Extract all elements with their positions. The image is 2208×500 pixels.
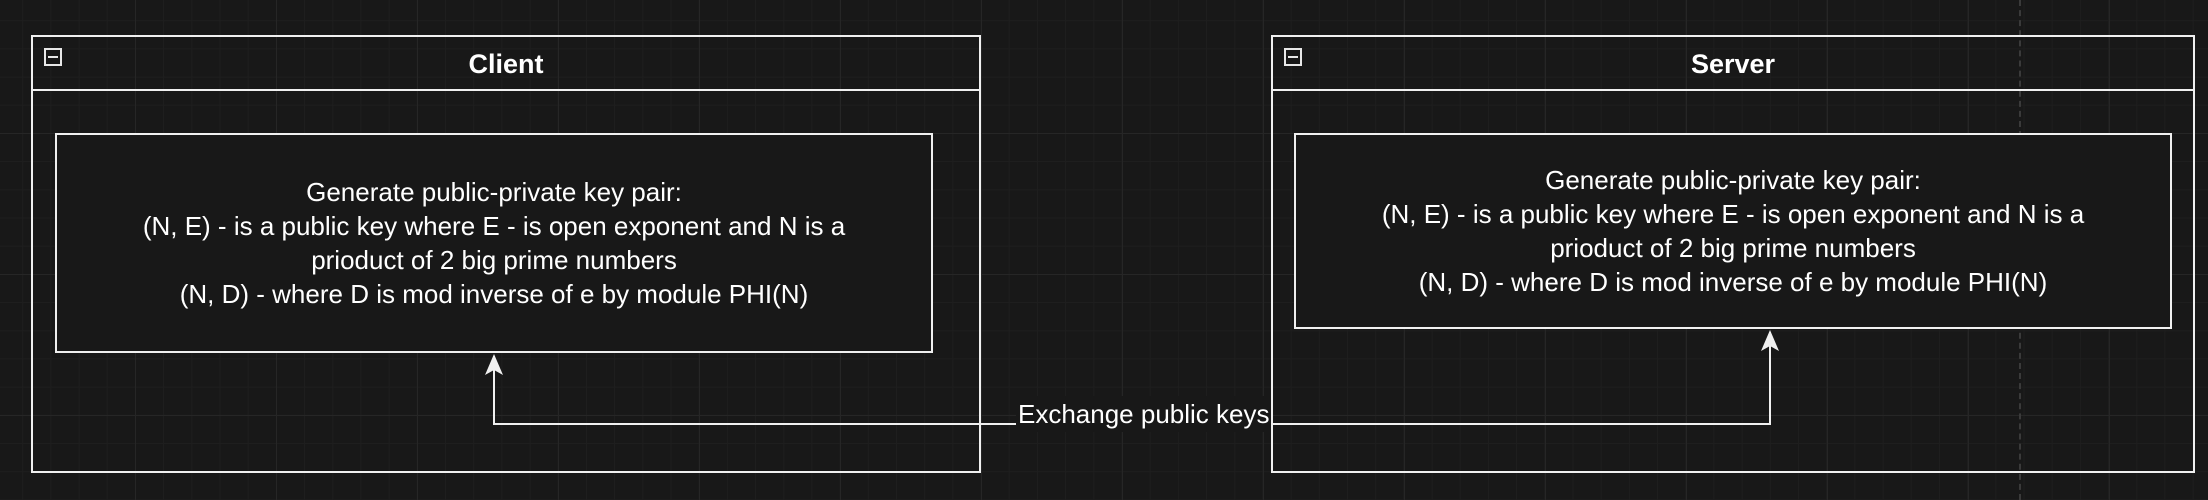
server-keygen-box[interactable]: Generate public-private key pair: (N, E)… bbox=[1294, 133, 2172, 329]
client-box-line: prioduct of 2 big prime numbers bbox=[311, 245, 677, 275]
client-keygen-box[interactable]: Generate public-private key pair: (N, E)… bbox=[55, 133, 933, 353]
client-container-header[interactable]: Client bbox=[33, 37, 979, 91]
client-container[interactable]: Client bbox=[31, 35, 981, 473]
server-container[interactable]: Server bbox=[1271, 35, 2195, 473]
client-box-line: (N, D) - where D is mod inverse of e by … bbox=[179, 279, 809, 309]
server-box-line: (N, D) - where D is mod inverse of e by … bbox=[1418, 267, 2048, 297]
server-title: Server bbox=[1690, 49, 1776, 79]
exchange-edge-label[interactable]: Exchange public keys bbox=[1016, 396, 1272, 432]
client-box-line: Generate public-private key pair: bbox=[306, 177, 682, 207]
client-box-line: (N, E) - is a public key where E - is op… bbox=[142, 211, 846, 241]
server-box-line: (N, E) - is a public key where E - is op… bbox=[1381, 199, 2085, 229]
client-title: Client bbox=[468, 49, 544, 79]
collapse-icon[interactable] bbox=[44, 48, 62, 66]
server-box-line: prioduct of 2 big prime numbers bbox=[1550, 233, 1916, 263]
collapse-icon[interactable] bbox=[1284, 48, 1302, 66]
server-box-line: Generate public-private key pair: bbox=[1545, 165, 1921, 195]
server-container-header[interactable]: Server bbox=[1273, 37, 2193, 91]
